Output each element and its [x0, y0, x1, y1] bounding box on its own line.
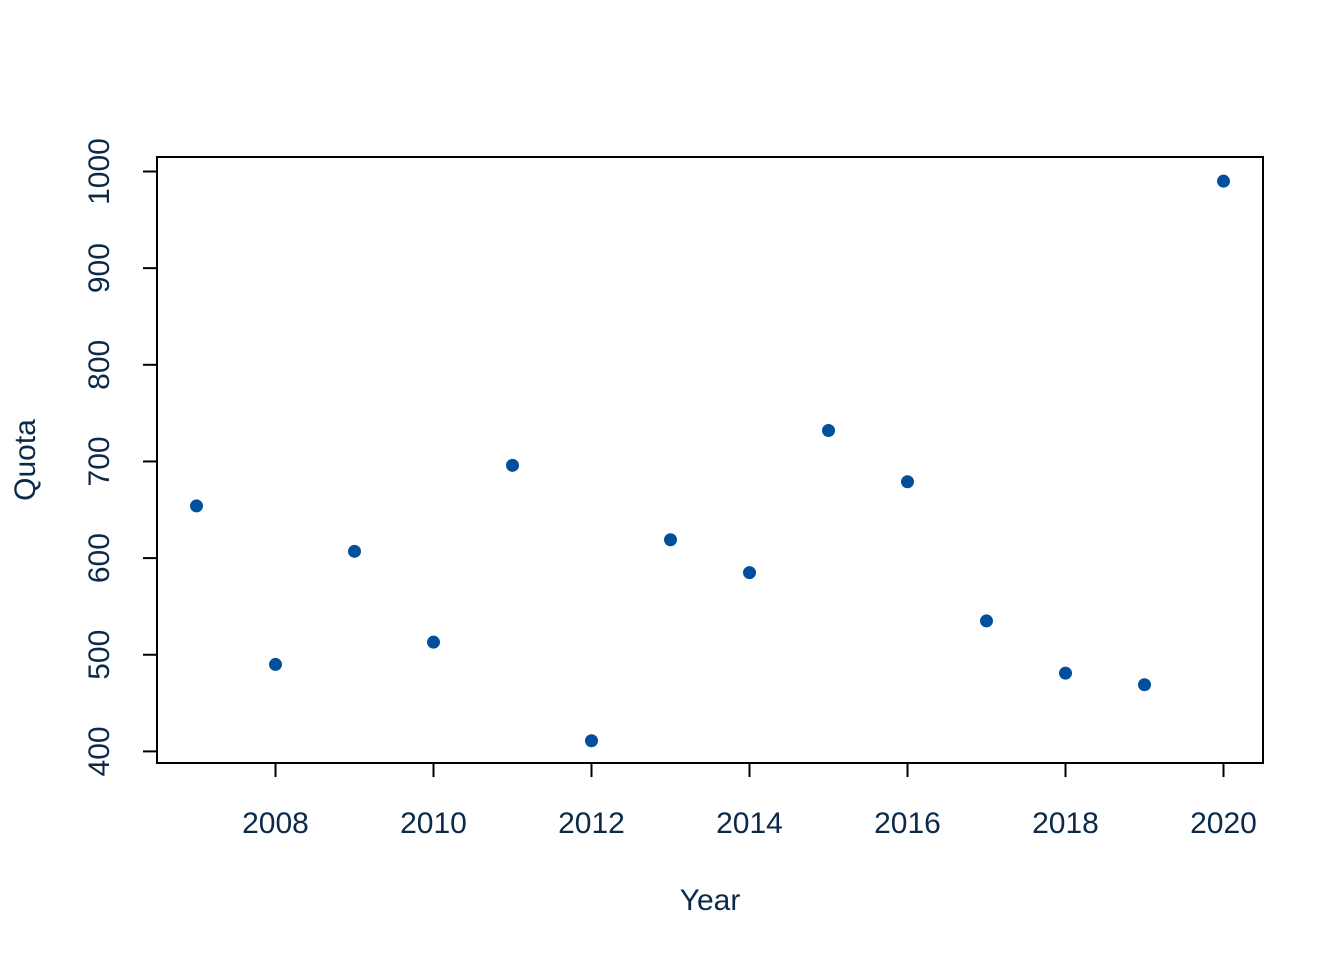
data-point [348, 544, 361, 558]
x-axis: 2008 2010 2012 2014 2016 2018 2020 [242, 762, 1257, 840]
x-tick-label: 2012 [558, 807, 625, 840]
y-tick-label: 900 [83, 243, 116, 293]
y-tick-label: 800 [83, 340, 116, 390]
data-point [980, 614, 993, 628]
x-tick-label: 2014 [716, 807, 783, 840]
data-point [190, 499, 203, 513]
data-point [585, 734, 598, 748]
data-point [506, 458, 519, 472]
x-tick-label: 2020 [1190, 807, 1257, 840]
data-point [901, 475, 914, 489]
y-axis-title: Quota [9, 419, 42, 501]
x-axis-title: Year [680, 884, 741, 917]
data-point [822, 424, 835, 438]
y-axis: 400 500 600 700 800 900 1000 [83, 138, 158, 776]
data-point [427, 635, 440, 649]
plot-frame [156, 156, 1264, 764]
data-point [1217, 174, 1230, 188]
data-point [1138, 678, 1151, 692]
y-tick-label: 600 [83, 533, 116, 583]
data-point [743, 566, 756, 580]
x-tick-label: 2018 [1032, 807, 1099, 840]
data-point [269, 657, 282, 671]
y-tick-label: 400 [83, 726, 116, 776]
y-tick-label: 500 [83, 630, 116, 680]
y-tick-label: 1000 [83, 138, 116, 205]
x-tick-label: 2008 [242, 807, 309, 840]
x-tick-label: 2016 [874, 807, 941, 840]
y-tick-label: 700 [83, 436, 116, 486]
data-point [664, 533, 677, 547]
data-point [1059, 666, 1072, 680]
x-tick-label: 2010 [400, 807, 467, 840]
data-points [190, 174, 1230, 748]
